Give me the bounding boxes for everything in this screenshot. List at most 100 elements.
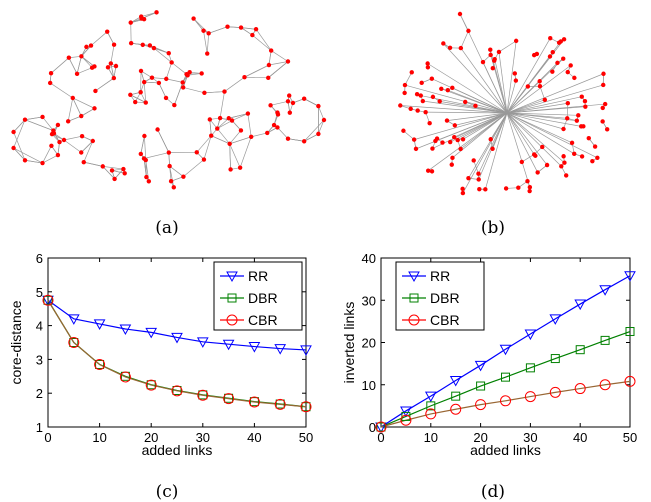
marker-rr <box>248 342 261 353</box>
graph-edge <box>183 87 205 94</box>
marker-dbr <box>426 401 436 411</box>
graph-node <box>217 115 223 121</box>
graph-node <box>316 131 321 137</box>
graph-node <box>427 120 432 126</box>
graph-edge <box>67 97 74 122</box>
graph-node <box>415 108 420 113</box>
graph-node <box>266 62 272 68</box>
graph-node <box>550 69 555 74</box>
y-tick-label: 40 <box>362 251 376 266</box>
graph-edge <box>506 112 598 159</box>
graph-node <box>47 80 53 86</box>
graph-edge <box>102 166 115 180</box>
graph-node <box>604 127 610 132</box>
graph-node <box>65 119 71 124</box>
graph-node <box>112 176 117 182</box>
graph-edge <box>24 119 54 131</box>
graph-edge <box>506 73 604 114</box>
graph-edge <box>13 119 26 133</box>
graph-edge <box>68 115 82 122</box>
graph-edge <box>460 47 508 114</box>
x-tick-label: 50 <box>299 430 313 445</box>
graph-node <box>100 164 105 169</box>
marker-rr <box>274 344 287 355</box>
graph-node <box>492 58 497 63</box>
graph-node <box>519 159 525 165</box>
graph-node <box>477 186 482 192</box>
graph-node <box>151 45 157 51</box>
x-tick-label: 10 <box>424 430 438 445</box>
graph-edge <box>110 63 115 79</box>
graph-node <box>535 170 540 175</box>
graph-edge <box>404 84 508 114</box>
graph-edge <box>42 116 54 131</box>
graph-node <box>409 70 414 75</box>
graph-edge <box>506 112 565 163</box>
graph-edge <box>211 135 230 145</box>
graph-node <box>266 75 271 81</box>
marker-dbr <box>43 295 53 305</box>
graph-edge <box>183 159 205 177</box>
graph-node <box>108 61 114 66</box>
graph-node <box>559 164 564 169</box>
graph-edge <box>110 44 115 64</box>
graph-edge <box>304 98 319 107</box>
graph-node <box>512 71 518 76</box>
graph-edge <box>506 102 568 114</box>
graph-node <box>420 98 426 104</box>
marker-cbr <box>475 399 487 411</box>
graph-node <box>321 117 327 123</box>
graph-edge <box>76 67 93 75</box>
graph-edge <box>318 105 325 121</box>
graph-edge <box>224 76 245 92</box>
graph-node <box>503 186 509 191</box>
graph-node <box>490 66 496 71</box>
marker-cbr <box>42 294 54 306</box>
graph-edge <box>454 112 508 138</box>
graph-edge <box>478 112 508 174</box>
graph-edge <box>140 135 145 154</box>
graph-node <box>79 113 84 119</box>
marker-cbr <box>145 379 157 391</box>
graph-node <box>496 49 502 55</box>
graph-edge <box>435 112 508 142</box>
graph-edge <box>498 40 517 53</box>
graph-edge <box>459 13 469 32</box>
graph-node <box>602 101 608 107</box>
graph-node <box>414 91 420 97</box>
graph-edge <box>193 18 209 34</box>
graph-node <box>425 61 430 66</box>
graph-edge <box>268 50 272 66</box>
graph-node <box>430 146 435 151</box>
graph-node <box>138 68 144 74</box>
graph-node <box>561 56 566 61</box>
graph-edge <box>204 91 225 94</box>
graph-node <box>155 127 160 132</box>
graph-node <box>480 59 486 65</box>
graph-node <box>142 79 147 85</box>
graph-node <box>466 28 471 34</box>
graph-node <box>92 106 97 111</box>
graph-edge <box>270 50 289 62</box>
graph-node <box>460 137 466 142</box>
graph-edge <box>174 82 184 106</box>
graph-edge <box>229 143 231 170</box>
graph-node <box>201 157 207 162</box>
graph-node <box>144 174 149 180</box>
graph-node <box>122 171 127 176</box>
graph-edge <box>439 101 508 114</box>
graph-node <box>527 185 533 190</box>
graph-node <box>583 104 588 109</box>
graph-edge <box>169 165 184 177</box>
marker-dbr <box>95 359 105 369</box>
marker-cbr <box>94 358 106 370</box>
graph-node <box>437 99 442 104</box>
graph-edge <box>153 47 172 63</box>
graph-node <box>411 137 417 142</box>
graph-node <box>142 133 147 139</box>
marker-dbr <box>575 345 585 355</box>
graph-node <box>22 158 28 163</box>
legend-label-dbr: DBR <box>430 290 460 306</box>
graph-node <box>455 137 460 143</box>
series-line-dbr <box>380 330 631 428</box>
